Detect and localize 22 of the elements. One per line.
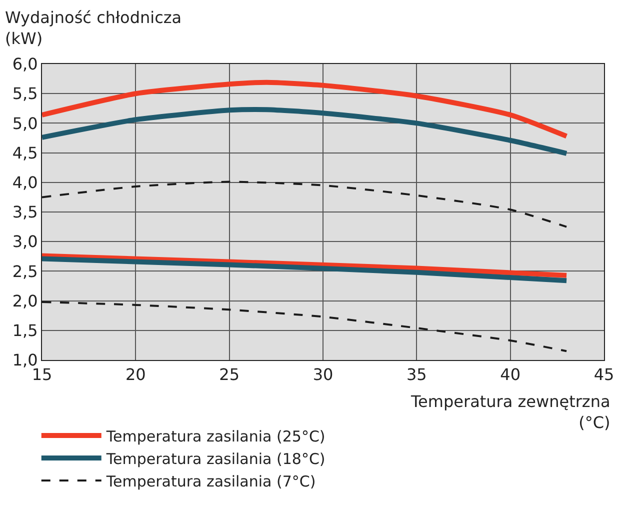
y-tick-label: 3,0	[12, 232, 38, 252]
y-tick-label: 1,5	[12, 321, 38, 340]
y-tick-label: 5,5	[12, 84, 38, 104]
x-tick-label: 30	[312, 365, 334, 384]
x-tick-label: 25	[219, 365, 240, 384]
y-tick-label: 6,0	[12, 54, 38, 74]
y-tick-label: 4,5	[12, 143, 38, 162]
x-tick-label: 45	[594, 365, 614, 384]
y-tick-label: 4,0	[12, 173, 38, 192]
x-axis-title: Temperatura zewnętrzna (°C)	[410, 392, 610, 432]
legend-label: Temperatura zasilania (7°C)	[105, 472, 316, 490]
legend-label: Temperatura zasilania (18°C)	[105, 450, 326, 468]
x-tick-label: 15	[32, 365, 52, 384]
y-tick-label: 3,5	[12, 202, 38, 222]
y-tick-label: 2,0	[12, 291, 38, 310]
x-tick-label: 20	[125, 365, 146, 384]
x-tick-label: 35	[406, 365, 427, 384]
x-tick-label: 40	[500, 365, 521, 384]
y-tick-label: 2,5	[12, 262, 38, 281]
y-tick-label: 5,0	[12, 114, 38, 133]
legend-label: Temperatura zasilania (25°C)	[105, 427, 326, 446]
y-axis-title: Wydajność chłodnicza (kW)	[5, 8, 182, 48]
